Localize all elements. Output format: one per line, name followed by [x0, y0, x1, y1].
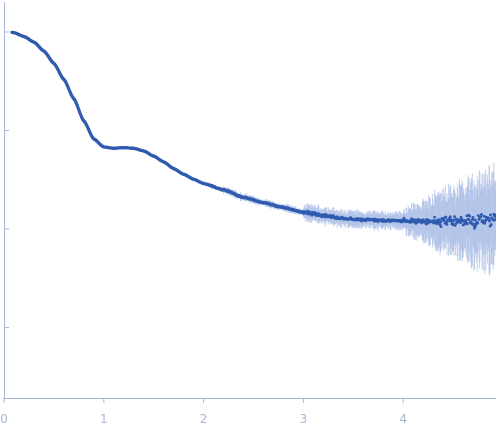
data-point: [489, 213, 493, 217]
data-point: [424, 222, 428, 226]
data-point: [439, 225, 443, 229]
data-point: [480, 213, 483, 216]
x-tick-label: 4: [399, 412, 407, 426]
data-point: [474, 224, 477, 228]
data-point: [424, 220, 427, 224]
data-point: [442, 218, 446, 222]
data-point: [402, 216, 406, 220]
data-point: [448, 215, 452, 219]
data-point: [453, 215, 456, 219]
data-point: [451, 223, 455, 227]
data-point: [483, 221, 487, 225]
x-tick-label: 2: [200, 412, 208, 426]
data-point: [445, 223, 449, 226]
x-tick-label: 0: [0, 412, 8, 426]
data-point: [460, 217, 463, 221]
x-tick-label: 3: [300, 412, 308, 426]
data-point: [471, 215, 475, 219]
data-point: [468, 214, 472, 218]
data-point: [413, 218, 417, 222]
data-point: [493, 218, 496, 222]
data-points: [10, 30, 496, 230]
data-point: [449, 218, 453, 222]
data-point: [464, 218, 468, 222]
data-point: [476, 221, 480, 225]
data-point: [466, 222, 469, 226]
data-point: [452, 218, 456, 222]
data-point: [489, 223, 493, 226]
x-tick-label: 1: [100, 412, 108, 426]
x-ticks: 0 1 2 3 4: [0, 398, 407, 426]
data-point: [482, 214, 486, 218]
data-point: [454, 217, 458, 221]
data-point: [454, 222, 458, 226]
data-point: [467, 218, 471, 222]
data-point: [456, 220, 460, 224]
data-point: [476, 214, 480, 217]
data-point: [473, 218, 477, 222]
data-point: [444, 216, 448, 219]
data-point: [488, 219, 491, 223]
data-point: [479, 215, 483, 219]
data-point: [470, 218, 474, 222]
data-point: [439, 220, 442, 224]
y-ticks: [4, 31, 9, 328]
data-point: [433, 215, 437, 219]
data-point: [432, 221, 435, 225]
data-point: [473, 226, 476, 230]
